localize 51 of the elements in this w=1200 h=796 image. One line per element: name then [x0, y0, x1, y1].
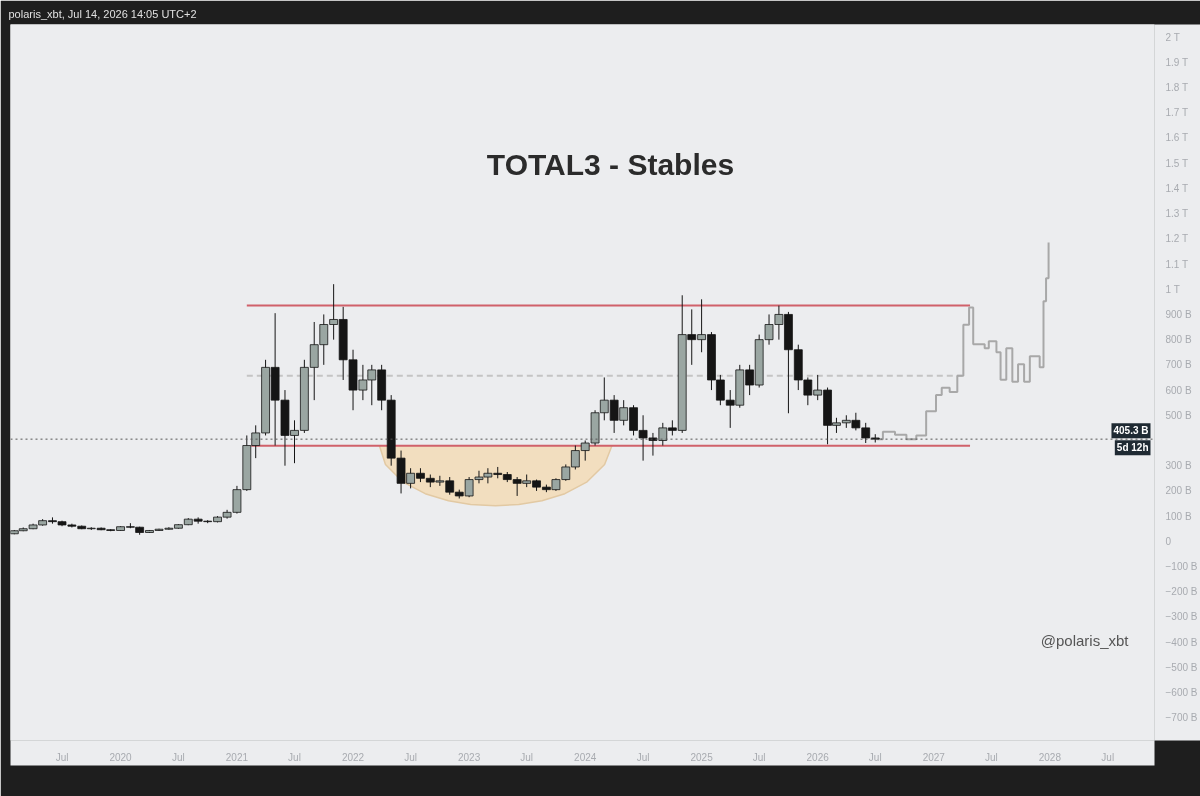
y-tick-label: 600 B	[1165, 384, 1192, 396]
y-tick-label: −500 B	[1165, 661, 1198, 673]
x-tick-label: 2024	[574, 751, 597, 763]
y-tick-label: 900 B	[1165, 308, 1192, 320]
x-tick-label: 2025	[690, 751, 714, 763]
y-tick-label: −400 B	[1165, 636, 1198, 648]
chart-subtitle: polaris_xbt, Jul 14, 2026 14:05 UTC+2	[8, 7, 197, 20]
y-tick-label: 1.6 T	[1165, 132, 1189, 144]
y-tick-label: 700 B	[1165, 359, 1192, 371]
x-tick-label: Jul	[404, 751, 417, 763]
ref-line-label: 405.3 B	[1113, 425, 1149, 437]
x-tick-label: Jul	[984, 751, 998, 763]
y-tick-label: 0	[1165, 535, 1172, 547]
y-tick-label: −100 B	[1165, 561, 1198, 573]
x-tick-label: Jul	[1101, 751, 1115, 763]
x-tick-label: Jul	[520, 751, 534, 763]
y-tick-label: 1.8 T	[1165, 82, 1189, 94]
y-tick-label: −700 B	[1165, 712, 1198, 724]
x-tick-label: Jul	[752, 751, 766, 763]
x-tick-label: Jul	[172, 751, 185, 763]
y-tick-label: 1 T	[1165, 283, 1180, 295]
y-tick-label: 100 B	[1165, 510, 1192, 522]
y-tick-label: 800 B	[1165, 334, 1192, 346]
annotation: @polaris_xbt	[1040, 631, 1130, 649]
y-tick-label: 1.1 T	[1165, 258, 1189, 270]
y-tick-label: 1.2 T	[1165, 233, 1189, 245]
x-tick-label: 2023	[457, 751, 481, 763]
y-tick-label: −300 B	[1165, 611, 1198, 623]
y-tick-label: 1.7 T	[1165, 107, 1189, 119]
y-tick-label: 300 B	[1165, 460, 1192, 472]
y-tick-label: −200 B	[1165, 586, 1198, 598]
y-tick-label: 200 B	[1165, 485, 1192, 497]
y-tick-label: 1.4 T	[1165, 182, 1189, 194]
x-tick-label: 2026	[806, 751, 830, 763]
text: TOTAL3 - Stables	[486, 147, 735, 181]
x-tick-label: 2022	[341, 751, 365, 763]
x-tick-label: Jul	[868, 751, 882, 763]
y-tick-label: 500 B	[1165, 409, 1192, 421]
y-tick-label: 1.3 T	[1165, 208, 1189, 220]
x-tick-label: Jul	[55, 751, 69, 763]
x-tick-label: 2020	[109, 751, 133, 763]
y-tick-label: 2 T	[1165, 31, 1180, 43]
x-tick-label: Jul	[288, 751, 301, 763]
y-tick-label: −600 B	[1165, 687, 1198, 699]
y-tick-label: 1.5 T	[1165, 157, 1189, 169]
x-tick-label: 2021	[225, 751, 249, 763]
annotation: 5d 12h	[1116, 442, 1149, 454]
x-tick-label: 2027	[922, 751, 946, 763]
x-tick-label: Jul	[636, 751, 650, 763]
y-tick-label: 1.9 T	[1165, 56, 1189, 68]
x-tick-label: 2028	[1038, 751, 1062, 763]
